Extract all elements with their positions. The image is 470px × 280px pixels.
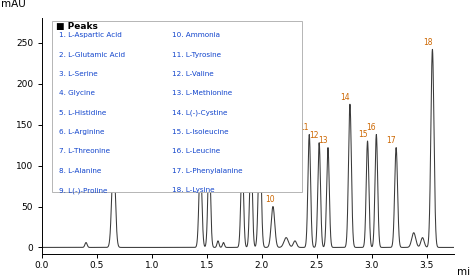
- Text: 10: 10: [266, 195, 275, 204]
- Text: 8. L-Alanine: 8. L-Alanine: [59, 168, 102, 174]
- Text: 6. L-Arginine: 6. L-Arginine: [59, 129, 105, 135]
- Text: ■ Peaks: ■ Peaks: [56, 22, 98, 31]
- Text: 16. L-Leucine: 16. L-Leucine: [172, 148, 220, 154]
- FancyBboxPatch shape: [52, 21, 302, 192]
- Text: 17. L-Phenylalanine: 17. L-Phenylalanine: [172, 168, 243, 174]
- Text: 15. L-Isoleucine: 15. L-Isoleucine: [172, 129, 228, 135]
- Text: 11: 11: [299, 123, 309, 132]
- Text: 11. L-Tyrosine: 11. L-Tyrosine: [172, 52, 221, 58]
- Text: 14. L(-)-Cystine: 14. L(-)-Cystine: [172, 110, 227, 116]
- Text: 10. Ammonia: 10. Ammonia: [172, 32, 220, 38]
- Text: 7: 7: [235, 146, 240, 155]
- Text: 12: 12: [310, 131, 319, 140]
- Text: 2: 2: [108, 177, 113, 186]
- Text: 8: 8: [243, 139, 247, 148]
- Text: 14: 14: [340, 93, 350, 102]
- Y-axis label: mAU: mAU: [1, 0, 25, 9]
- Text: 9: 9: [253, 123, 258, 132]
- Text: 4: 4: [201, 143, 205, 153]
- Text: 7. L-Threonine: 7. L-Threonine: [59, 148, 110, 154]
- Text: 12. L-Valine: 12. L-Valine: [172, 71, 214, 77]
- Text: 9. L(-)-Proline: 9. L(-)-Proline: [59, 187, 108, 193]
- Text: 18. L-Lysine: 18. L-Lysine: [172, 187, 215, 193]
- Text: 16: 16: [367, 123, 376, 132]
- Text: 13: 13: [318, 136, 328, 145]
- Text: 3: 3: [194, 150, 199, 159]
- Text: 2. L-Glutamic Acid: 2. L-Glutamic Acid: [59, 52, 125, 58]
- Text: 13. L-Methionine: 13. L-Methionine: [172, 90, 232, 96]
- Text: 5. L-Histidine: 5. L-Histidine: [59, 110, 107, 116]
- X-axis label: min: min: [457, 267, 470, 277]
- Text: 18: 18: [423, 38, 432, 47]
- Text: 17: 17: [386, 136, 396, 145]
- Text: 15: 15: [358, 130, 368, 139]
- Text: 4. Glycine: 4. Glycine: [59, 90, 95, 96]
- Text: 3. L-Serine: 3. L-Serine: [59, 71, 98, 77]
- Text: 1. L-Aspartic Acid: 1. L-Aspartic Acid: [59, 32, 122, 38]
